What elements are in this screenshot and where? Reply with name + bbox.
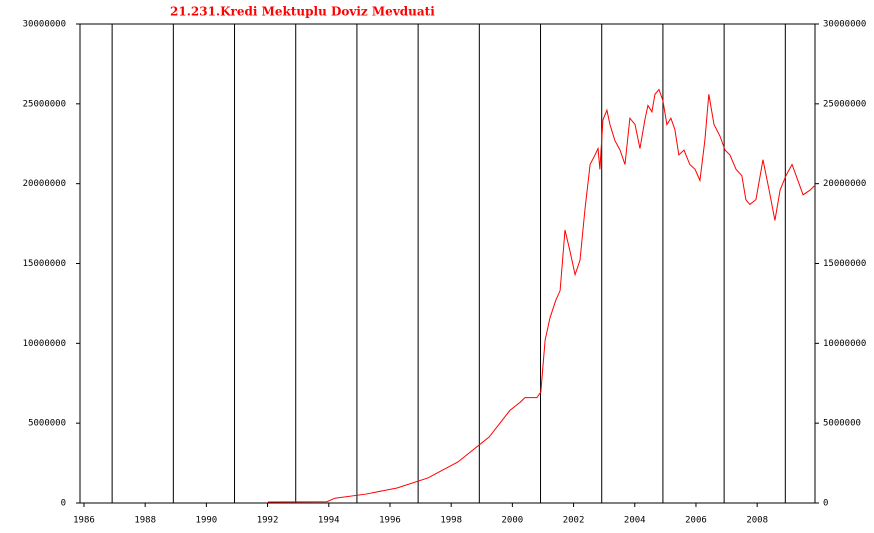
x-tick-label: 1996 xyxy=(379,516,401,526)
x-tick-label: 2004 xyxy=(624,516,646,526)
chart-title: 21.231.Kredi Mektuplu Doviz Mevduati xyxy=(170,5,435,19)
x-tick-label: 1990 xyxy=(196,516,218,526)
y2-tick-label: 20000000 xyxy=(823,179,866,189)
y-tick-label: 5000000 xyxy=(28,419,66,429)
x-tick-label: 1986 xyxy=(73,516,95,526)
plot-area xyxy=(79,23,816,504)
y2-tick-label: 10000000 xyxy=(823,339,866,349)
x-tick-label: 2000 xyxy=(502,516,524,526)
x-tick-label: 1988 xyxy=(134,516,156,526)
y2-tick-label: 0 xyxy=(823,499,828,509)
y-tick-label: 30000000 xyxy=(23,20,66,30)
x-tick-label: 1998 xyxy=(440,516,462,526)
y-tick-label: 20000000 xyxy=(23,179,66,189)
y-tick-label: 0 xyxy=(61,499,66,509)
y2-tick-label: 25000000 xyxy=(823,99,866,109)
data-line xyxy=(267,88,816,503)
x-tick-label: 2002 xyxy=(563,516,585,526)
x-tick-label: 2008 xyxy=(746,516,768,526)
x-tick-label: 2006 xyxy=(685,516,707,526)
y-tick-label: 25000000 xyxy=(23,99,66,109)
y-tick-label: 15000000 xyxy=(23,259,66,269)
y2-tick-label: 15000000 xyxy=(823,259,866,269)
x-tick-label: 1992 xyxy=(257,516,279,526)
y-tick-label: 10000000 xyxy=(23,339,66,349)
x-tick-label: 1994 xyxy=(318,516,340,526)
y2-tick-label: 30000000 xyxy=(823,20,866,30)
y2-tick-label: 5000000 xyxy=(823,419,861,429)
